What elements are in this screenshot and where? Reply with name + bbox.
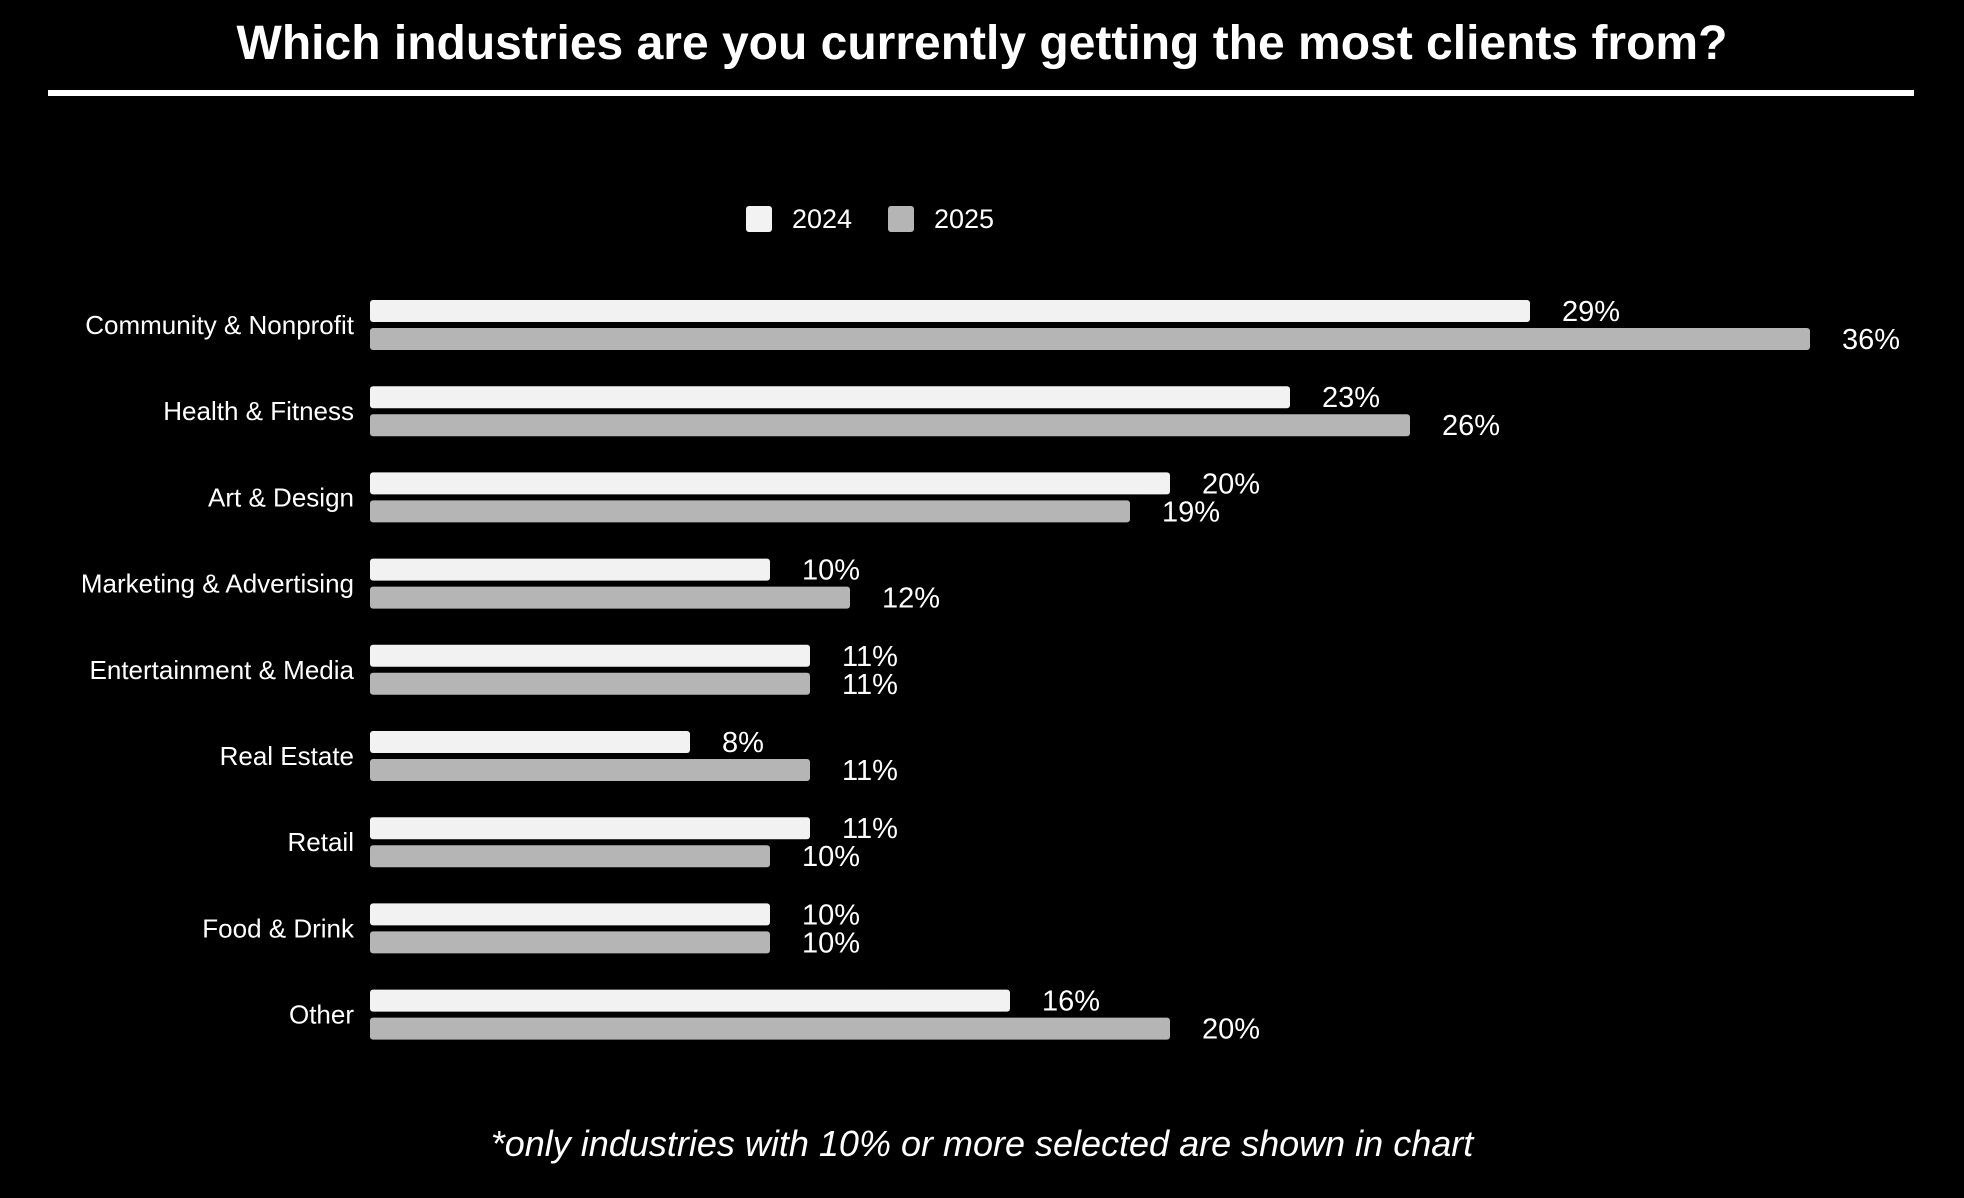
value-label-2024: 20% (1202, 468, 1260, 500)
value-label-2024: 10% (802, 899, 860, 931)
category-label: Real Estate (220, 741, 354, 771)
bar-2024 (370, 644, 810, 667)
value-label-2025: 26% (1442, 410, 1500, 442)
bar-2024 (370, 731, 690, 753)
value-label-2025: 10% (802, 927, 860, 959)
bar-2025 (370, 414, 1410, 437)
value-label-2024: 11% (842, 813, 898, 845)
bar-2025 (370, 672, 810, 695)
value-label-2024: 11% (842, 641, 898, 673)
footnote: *only industries with 10% or more select… (490, 1123, 1474, 1164)
value-label-2025: 19% (1162, 496, 1220, 528)
value-label-2024: 10% (802, 555, 860, 587)
bar-2024 (370, 558, 770, 581)
category-label: Community & Nonprofit (85, 310, 355, 340)
category-label: Entertainment & Media (90, 655, 355, 685)
value-label-2025: 20% (1202, 1014, 1260, 1046)
legend-label-2025: 2025 (934, 204, 994, 234)
bar-2025 (370, 586, 850, 609)
bar-2024 (370, 817, 810, 840)
value-label-2025: 10% (802, 841, 860, 873)
bar-2024 (370, 472, 1170, 495)
bar-2024 (370, 903, 770, 926)
value-labels: 29%36%23%26%20%19%10%12%11%11%8%11%11%10… (722, 296, 1900, 1046)
bar-2024 (370, 989, 1010, 1012)
value-label-2025: 11% (842, 755, 898, 787)
category-label: Marketing & Advertising (81, 569, 354, 599)
value-label-2024: 23% (1322, 382, 1380, 414)
bar-2025 (370, 931, 770, 954)
category-label: Art & Design (208, 482, 354, 512)
title-divider (48, 90, 1914, 96)
bar-2024 (370, 300, 1530, 322)
value-label-2024: 16% (1042, 986, 1100, 1018)
value-label-2025: 12% (882, 583, 940, 615)
category-labels: Community & Nonprofit Health & Fitness Art… (81, 310, 355, 1030)
value-label-2025: 36% (1842, 324, 1900, 356)
chart-title: Which industries are you currently getti… (236, 17, 1728, 70)
bar-2024 (370, 386, 1290, 409)
bar-2025 (370, 759, 810, 781)
bars (370, 300, 1810, 1040)
bar-2025 (370, 845, 770, 868)
legend-swatch-2024 (746, 206, 772, 232)
value-label-2025: 11% (842, 669, 898, 701)
value-label-2024: 29% (1562, 296, 1620, 328)
category-label: Health & Fitness (163, 396, 354, 426)
bar-2025 (370, 500, 1130, 523)
category-label: Food & Drink (202, 913, 355, 943)
bar-2025 (370, 1017, 1170, 1040)
legend-label-2024: 2024 (792, 204, 852, 234)
value-label-2024: 8% (722, 727, 764, 759)
category-label: Other (289, 1000, 354, 1030)
legend: 2024 2025 (746, 204, 994, 234)
category-label: Retail (288, 827, 354, 857)
bar-2025 (370, 328, 1810, 350)
legend-swatch-2025 (888, 206, 914, 232)
